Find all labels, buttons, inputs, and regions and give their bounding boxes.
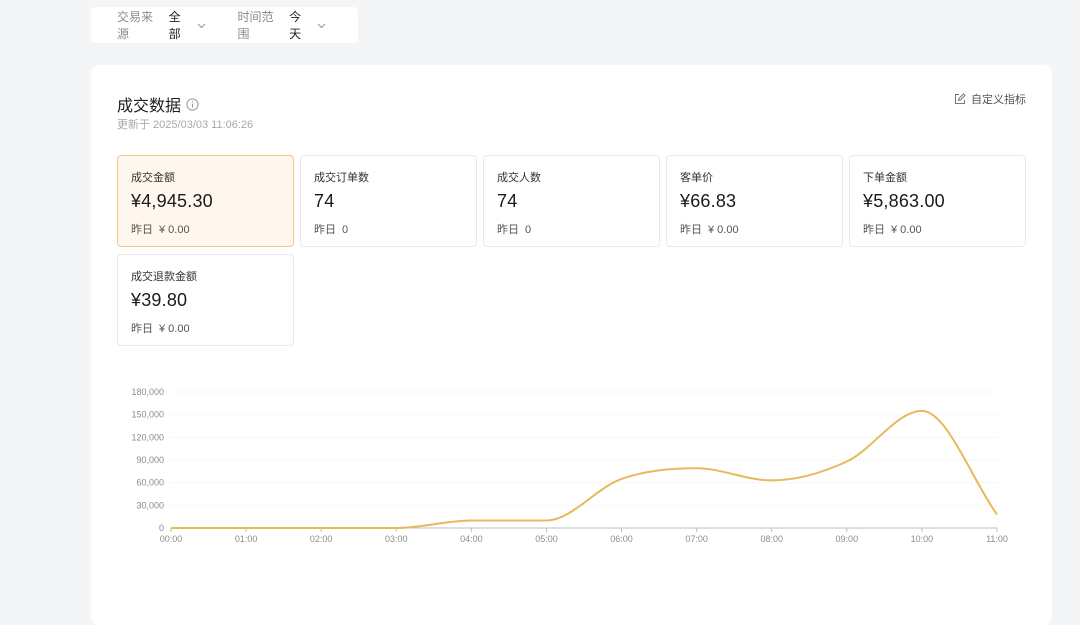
previous-value: 0 [342, 224, 349, 236]
deal-data-panel: 成交数据 更新于 2025/03/03 11:06:26 自定义指标 成交金额 … [91, 65, 1052, 625]
metric-label: 客单价 [680, 172, 713, 184]
x-tick-label: 02:00 [310, 534, 333, 544]
previous-label: 昨日 [680, 224, 702, 236]
previous-label: 昨日 [131, 323, 153, 335]
x-tick-label: 06:00 [610, 534, 633, 544]
x-tick-label: 01:00 [235, 534, 258, 544]
metric-card-order-count[interactable]: 成交订单数 74 昨日 0 [300, 155, 477, 247]
metric-card-deal-amount[interactable]: 成交金额 ¥4,945.30 昨日 ¥ 0.00 [117, 155, 294, 247]
filter-bar: 交易来源 全部 时间范围 今天 [91, 7, 358, 43]
filter-label: 时间范围 [237, 10, 274, 41]
y-tick-label: 90,000 [136, 455, 164, 465]
metric-card-avg-order-value[interactable]: 客单价 ¥66.83 昨日 ¥ 0.00 [666, 155, 843, 247]
metric-previous: 昨日 ¥ 0.00 [131, 320, 293, 336]
info-icon[interactable] [186, 97, 199, 111]
previous-value: ¥ 0.00 [159, 224, 190, 236]
y-tick-label: 180,000 [131, 387, 164, 397]
panel-header: 成交数据 [117, 92, 199, 116]
x-tick-label: 11:00 [986, 534, 1008, 544]
metric-previous: 昨日 ¥ 0.00 [131, 221, 293, 237]
y-tick-label: 60,000 [136, 478, 164, 488]
y-tick-label: 120,000 [131, 432, 164, 442]
x-tick-label: 05:00 [535, 534, 558, 544]
previous-label: 昨日 [497, 224, 519, 236]
metric-previous: 昨日 0 [497, 221, 659, 237]
updated-timestamp: 更新于 2025/03/03 11:06:26 [117, 119, 254, 131]
x-tick-label: 03:00 [385, 534, 408, 544]
metric-value: 74 [314, 191, 335, 211]
chevron-down-icon [197, 21, 206, 30]
metric-label: 下单金额 [863, 172, 907, 184]
previous-label: 昨日 [314, 224, 336, 236]
previous-value: 0 [525, 224, 532, 236]
metric-previous: 昨日 ¥ 0.00 [680, 221, 842, 237]
previous-value: ¥ 0.00 [159, 323, 190, 335]
metric-value: ¥4,945.30 [131, 191, 213, 211]
x-tick-label: 09:00 [836, 534, 859, 544]
metric-label: 成交订单数 [314, 172, 369, 184]
filter-value: 今天 [289, 10, 302, 41]
metric-value: ¥39.80 [131, 290, 188, 310]
filter-label: 交易来源 [117, 10, 154, 41]
metric-label: 成交人数 [497, 172, 541, 184]
series-line [171, 409, 998, 530]
filter-time-range[interactable]: 时间范围 今天 [238, 8, 327, 42]
previous-value: ¥ 0.00 [891, 224, 922, 236]
metric-label: 成交退款金额 [131, 271, 197, 283]
filter-value: 全部 [168, 10, 181, 41]
previous-value: ¥ 0.00 [708, 224, 739, 236]
y-tick-label: 150,000 [131, 410, 164, 420]
page-title: 成交数据 [117, 98, 182, 115]
previous-label: 昨日 [131, 224, 153, 236]
metric-previous: 昨日 ¥ 0.00 [863, 221, 1025, 237]
metric-card-refund-amount[interactable]: 成交退款金额 ¥39.80 昨日 ¥ 0.00 [117, 254, 294, 346]
custom-metrics-label: 自定义指标 [971, 94, 1026, 106]
metric-card-buyer-count[interactable]: 成交人数 74 昨日 0 [483, 155, 660, 247]
metric-value: ¥5,863.00 [863, 191, 945, 211]
metric-label: 成交金额 [131, 172, 175, 184]
edit-icon [954, 93, 966, 105]
custom-metrics-button[interactable]: 自定义指标 [954, 91, 1026, 107]
metric-card-order-amount[interactable]: 下单金额 ¥5,863.00 昨日 ¥ 0.00 [849, 155, 1026, 247]
previous-label: 昨日 [863, 224, 885, 236]
x-tick-label: 04:00 [460, 534, 483, 544]
filter-trade-source[interactable]: 交易来源 全部 [117, 8, 206, 42]
x-tick-label: 08:00 [760, 534, 783, 544]
metric-value: ¥66.83 [680, 191, 737, 211]
metric-value: 74 [497, 191, 518, 211]
y-tick-label: 0 [159, 523, 164, 533]
y-tick-label: 30,000 [136, 500, 164, 510]
x-tick-label: 10:00 [911, 534, 934, 544]
x-tick-label: 07:00 [685, 534, 708, 544]
chevron-down-icon [317, 21, 326, 30]
x-tick-label: 00:00 [160, 534, 183, 544]
metric-previous: 昨日 0 [314, 221, 476, 237]
